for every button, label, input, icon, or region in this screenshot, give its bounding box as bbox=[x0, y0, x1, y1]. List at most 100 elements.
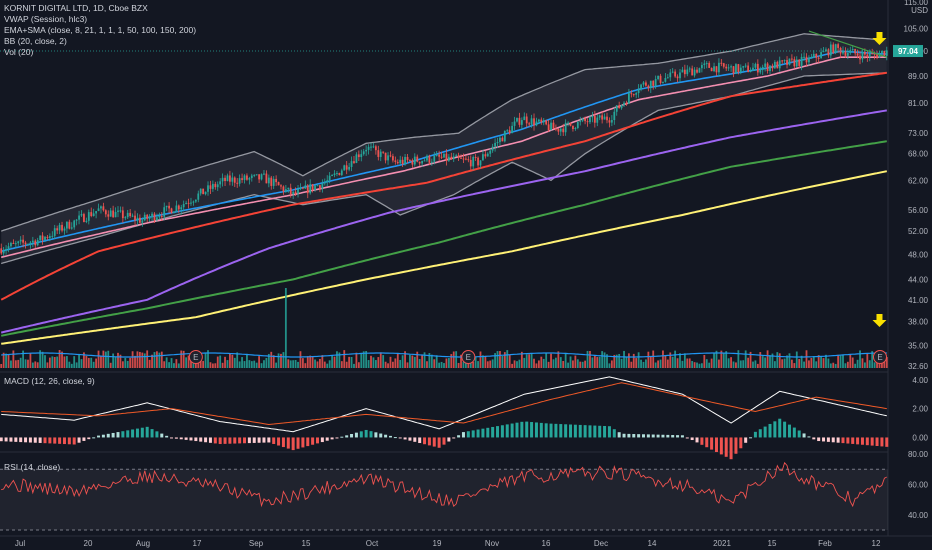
volume-bar bbox=[484, 355, 487, 368]
legend-vol[interactable]: Vol (20) bbox=[4, 47, 34, 57]
candle-body bbox=[511, 125, 514, 134]
candle bbox=[596, 114, 599, 127]
volume-bar bbox=[435, 355, 438, 368]
volume-bar bbox=[214, 363, 217, 368]
macd-histogram-bar bbox=[646, 434, 650, 438]
legend-bb[interactable]: BB (20, close, 2) bbox=[4, 36, 67, 46]
candle-body bbox=[263, 173, 265, 175]
candle bbox=[800, 53, 803, 71]
candle bbox=[56, 225, 59, 235]
macd-histogram-bar bbox=[598, 425, 602, 438]
candle-body bbox=[618, 105, 621, 109]
candle bbox=[542, 117, 545, 126]
volume-bar bbox=[885, 357, 888, 368]
volume-bar bbox=[258, 356, 261, 368]
candle bbox=[657, 75, 659, 81]
candle bbox=[494, 138, 496, 152]
legend-ema-sma[interactable]: EMA+SMA (close, 8, 21, 1, 1, 1, 50, 100,… bbox=[4, 25, 197, 35]
candle-body bbox=[820, 52, 822, 59]
candle-body bbox=[73, 220, 76, 228]
candle bbox=[10, 241, 12, 249]
candle-body bbox=[421, 160, 424, 164]
volume-bar bbox=[39, 350, 42, 368]
candle bbox=[170, 207, 173, 214]
volume-bar bbox=[666, 359, 669, 368]
candle bbox=[272, 176, 275, 189]
candle bbox=[615, 105, 618, 116]
candle bbox=[267, 174, 270, 188]
candle-body bbox=[533, 118, 535, 126]
candle-body bbox=[301, 187, 304, 189]
macd-histogram-bar bbox=[393, 437, 397, 439]
candle bbox=[705, 61, 708, 69]
candle bbox=[392, 153, 394, 163]
volume-bar bbox=[506, 350, 509, 368]
volume-bar bbox=[306, 356, 309, 368]
volume-bar bbox=[829, 363, 832, 368]
candle-body bbox=[177, 205, 180, 210]
macd-histogram-bar bbox=[0, 437, 3, 442]
volume-bar bbox=[265, 357, 268, 368]
volume-bar bbox=[423, 352, 426, 368]
volume-bar bbox=[10, 360, 12, 368]
legend-macd[interactable]: MACD (12, 26, close, 9) bbox=[4, 376, 95, 386]
candle-body bbox=[815, 53, 818, 58]
macd-tick-label: 4.00 bbox=[912, 376, 928, 385]
legend-rsi[interactable]: RSI (14, close) bbox=[4, 462, 61, 472]
candle-body bbox=[377, 150, 380, 157]
legend-vwap[interactable]: VWAP (Session, hlc3) bbox=[4, 14, 88, 24]
candle bbox=[299, 183, 302, 191]
volume-bar bbox=[742, 360, 745, 368]
volume-bar bbox=[80, 359, 83, 368]
macd-histogram-bar bbox=[19, 437, 23, 443]
candle bbox=[747, 62, 750, 73]
candle bbox=[523, 112, 526, 121]
candle-body bbox=[323, 182, 326, 184]
rsi-line bbox=[1, 461, 888, 508]
candle bbox=[649, 80, 652, 93]
symbol-legend[interactable]: KORNIT DIGITAL LTD, 1D, Cboe BZX bbox=[4, 3, 148, 13]
volume-bar bbox=[744, 350, 747, 368]
candle-body bbox=[7, 246, 10, 249]
candle bbox=[209, 180, 212, 194]
candle bbox=[482, 149, 484, 161]
candle bbox=[820, 48, 822, 59]
candle bbox=[725, 63, 728, 72]
volume-bar bbox=[41, 351, 44, 368]
candle-body bbox=[190, 202, 192, 204]
volume-bar bbox=[586, 350, 589, 368]
volume-bar bbox=[542, 358, 545, 368]
macd-histogram-bar bbox=[457, 435, 461, 438]
candle bbox=[61, 221, 63, 233]
volume-ma-line bbox=[1, 352, 887, 358]
volume-bar bbox=[83, 352, 85, 368]
candle-body bbox=[749, 70, 752, 72]
candle-body bbox=[752, 67, 754, 71]
candle-body bbox=[516, 117, 518, 122]
candle-body bbox=[657, 75, 659, 80]
macd-histogram-bar bbox=[223, 437, 227, 444]
candle-body bbox=[297, 189, 299, 194]
candle-body bbox=[392, 156, 394, 161]
candle bbox=[467, 156, 470, 163]
volume-bar bbox=[761, 356, 764, 368]
candle bbox=[70, 222, 73, 230]
volume-bar bbox=[78, 354, 80, 368]
candle-body bbox=[362, 151, 365, 155]
candle bbox=[416, 154, 419, 163]
candle-body bbox=[730, 66, 732, 68]
candle bbox=[462, 153, 465, 164]
volume-bar bbox=[737, 350, 740, 368]
volume-bar bbox=[557, 351, 560, 368]
volume-bar bbox=[812, 356, 815, 368]
candle-body bbox=[620, 104, 623, 109]
candle bbox=[754, 62, 757, 71]
candle-body bbox=[873, 53, 876, 55]
candle-body bbox=[482, 154, 484, 161]
candle bbox=[126, 209, 129, 220]
candle-body bbox=[275, 178, 278, 183]
candle bbox=[876, 50, 878, 60]
volume-bar bbox=[289, 360, 292, 368]
candle-body bbox=[859, 55, 861, 60]
